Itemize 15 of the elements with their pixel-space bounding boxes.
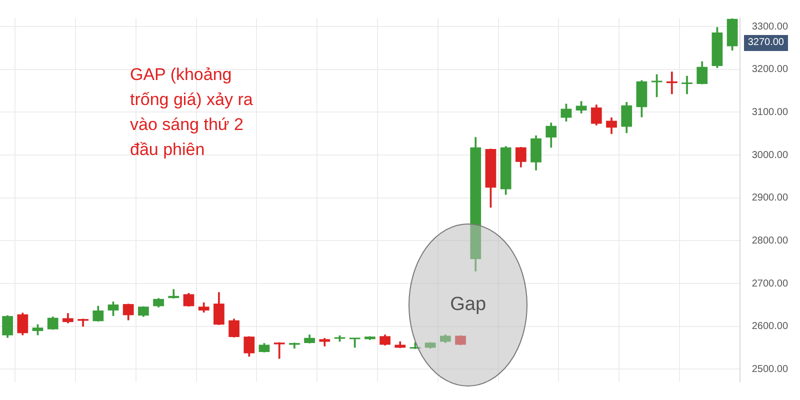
y-tick-label: 2500.00 xyxy=(752,364,788,375)
y-tick-label: 2900.00 xyxy=(752,192,788,204)
candlestick xyxy=(682,76,692,94)
y-tick-label: 3200.00 xyxy=(752,64,788,76)
text: 3270.00 xyxy=(744,34,788,51)
y-tick-label: 2700.00 xyxy=(752,278,788,290)
y-tick-label: 3100.00 xyxy=(752,106,788,118)
annotation: GAP (khoảng trống giá) xảy ra vào sáng thứ 2 đầu phiên xyxy=(130,65,254,159)
candlestick xyxy=(349,338,360,348)
y-tick-label: 3000.00 xyxy=(752,150,788,161)
y-tick-label: 2800.00 xyxy=(752,235,788,246)
candlestick xyxy=(274,342,285,359)
y-tick-label: 3300.00 xyxy=(752,21,788,32)
annotation: Gap xyxy=(449,294,488,316)
y-tick-label: 2600.00 xyxy=(752,321,788,332)
